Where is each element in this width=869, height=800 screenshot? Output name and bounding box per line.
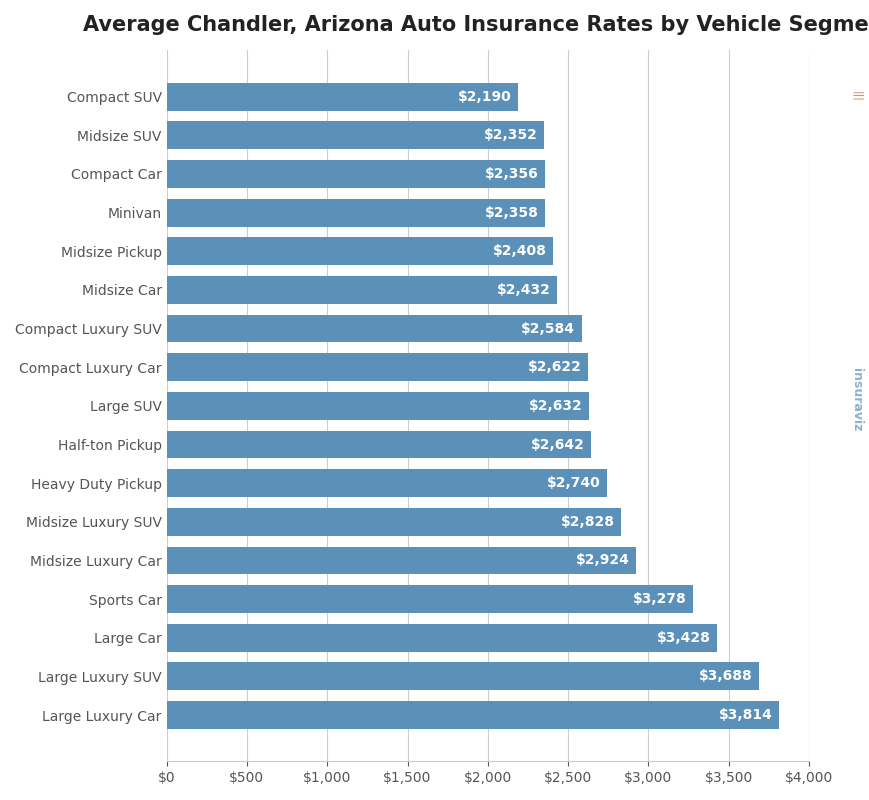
Text: $3,688: $3,688 bbox=[698, 670, 752, 683]
Bar bbox=[167, 276, 557, 304]
Bar bbox=[167, 82, 518, 110]
Text: $2,352: $2,352 bbox=[483, 128, 537, 142]
Bar bbox=[167, 238, 553, 265]
Text: $2,584: $2,584 bbox=[521, 322, 574, 335]
Bar bbox=[167, 624, 716, 652]
Bar bbox=[167, 546, 635, 574]
Text: $2,432: $2,432 bbox=[496, 283, 550, 297]
Bar bbox=[167, 701, 779, 729]
Text: $3,278: $3,278 bbox=[633, 592, 686, 606]
Text: $2,642: $2,642 bbox=[530, 438, 584, 451]
Text: $3,814: $3,814 bbox=[718, 708, 772, 722]
Text: $2,190: $2,190 bbox=[458, 90, 511, 104]
Bar bbox=[167, 314, 581, 342]
Bar bbox=[167, 662, 758, 690]
Text: |||: ||| bbox=[851, 90, 861, 102]
Text: $2,356: $2,356 bbox=[484, 167, 538, 181]
Bar bbox=[167, 508, 620, 536]
Text: $2,408: $2,408 bbox=[493, 244, 547, 258]
Bar bbox=[167, 160, 544, 188]
Bar bbox=[167, 122, 544, 150]
Text: $2,632: $2,632 bbox=[528, 399, 582, 413]
Bar bbox=[167, 585, 693, 613]
Text: $2,740: $2,740 bbox=[546, 476, 600, 490]
Text: $3,428: $3,428 bbox=[656, 630, 710, 645]
Title: Average Chandler, Arizona Auto Insurance Rates by Vehicle Segment: Average Chandler, Arizona Auto Insurance… bbox=[83, 15, 869, 35]
Bar bbox=[167, 392, 588, 420]
Text: $2,358: $2,358 bbox=[485, 206, 538, 220]
Text: $2,828: $2,828 bbox=[560, 515, 614, 529]
Bar bbox=[167, 430, 590, 458]
Text: insuraviz: insuraviz bbox=[850, 368, 862, 432]
Bar bbox=[167, 198, 545, 226]
Bar bbox=[167, 470, 606, 497]
Text: $2,622: $2,622 bbox=[527, 360, 580, 374]
Text: $2,924: $2,924 bbox=[575, 554, 629, 567]
Bar bbox=[167, 354, 587, 381]
